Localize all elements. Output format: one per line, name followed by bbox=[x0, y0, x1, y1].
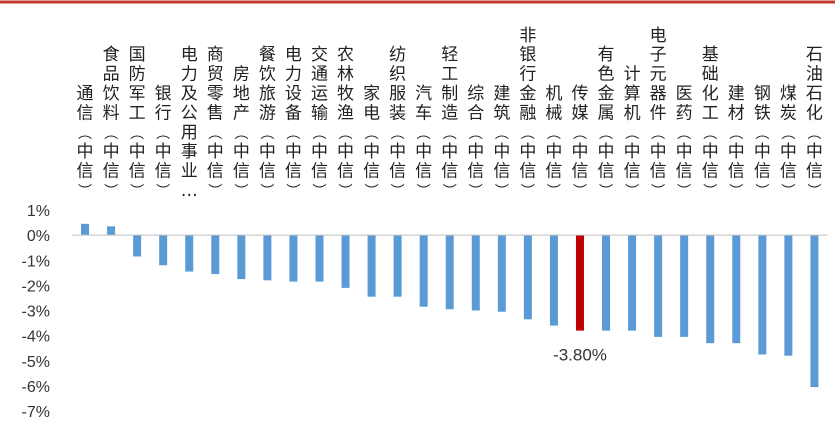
category-label: 有色金属︵中信︶ bbox=[598, 45, 615, 200]
bar bbox=[315, 235, 324, 282]
category-label: 计算机︵中信︶ bbox=[624, 65, 641, 200]
category-label: 建筑︵中信︶ bbox=[493, 84, 510, 200]
category-label: 建材︵中信︶ bbox=[728, 84, 745, 200]
category-label: 电子元器件︵中信︶ bbox=[650, 26, 667, 200]
y-tick-label: 0% bbox=[27, 228, 50, 245]
y-axis: 1% 0% -1% -2% -3% -4% -5% -6% -7% bbox=[22, 203, 50, 421]
category-label: 餐饮旅游︵中信︶ bbox=[259, 45, 276, 200]
bar bbox=[237, 235, 246, 280]
bar bbox=[680, 235, 689, 337]
bar bbox=[393, 235, 402, 297]
bar bbox=[810, 235, 819, 388]
bar bbox=[654, 235, 663, 337]
bars bbox=[81, 223, 819, 388]
bar bbox=[497, 235, 506, 312]
category-label: 纺织服装︵中信︶ bbox=[389, 45, 406, 200]
bar bbox=[602, 235, 611, 331]
y-tick-label: -6% bbox=[22, 379, 50, 396]
bar bbox=[81, 223, 90, 236]
y-tick-label: -7% bbox=[22, 404, 50, 421]
y-tick-label: -2% bbox=[22, 278, 50, 295]
bar bbox=[471, 235, 480, 311]
category-label: 电力及公用事业… bbox=[181, 45, 198, 201]
category-label: 汽车︵中信︶ bbox=[415, 84, 432, 200]
category-label: 轻工制造︵中信︶ bbox=[441, 45, 458, 200]
category-label: 银行︵中信︶ bbox=[155, 84, 172, 200]
category-label: 钢铁︵中信︶ bbox=[754, 84, 771, 200]
category-label: 农林牧渔︵中信︶ bbox=[337, 45, 354, 200]
bar bbox=[159, 235, 168, 266]
category-labels: 通信︵中信︶ 食品饮料︵中信︶ 国防军工︵中信︶ 银行︵中信︶ 电力及公用事业… 商贸零售… bbox=[77, 26, 823, 201]
bar bbox=[575, 235, 584, 331]
y-tick-label: -3% bbox=[22, 304, 50, 321]
category-label: 基础化工︵中信︶ bbox=[702, 45, 719, 200]
category-label: 电力设备︵中信︶ bbox=[285, 45, 302, 200]
category-label: 传媒︵中信︶ bbox=[571, 84, 588, 200]
bar bbox=[445, 235, 454, 310]
bar bbox=[706, 235, 715, 344]
bar bbox=[732, 235, 741, 344]
category-label: 非银行金融︵中信︶ bbox=[519, 26, 536, 200]
y-tick-label: -1% bbox=[22, 253, 50, 270]
bar bbox=[758, 235, 767, 355]
bar bbox=[263, 235, 272, 281]
category-label: 食品饮料︵中信︶ bbox=[103, 45, 120, 200]
y-tick-label: -5% bbox=[22, 354, 50, 371]
category-label: 综合︵中信︶ bbox=[467, 84, 484, 200]
bar bbox=[367, 235, 376, 297]
bar bbox=[211, 235, 220, 275]
y-tick-label: -4% bbox=[22, 329, 50, 346]
bar bbox=[289, 235, 298, 282]
bar bbox=[419, 235, 428, 307]
bar bbox=[341, 235, 350, 288]
category-label: 机械︵中信︶ bbox=[545, 84, 562, 200]
category-label: 交通运输︵中信︶ bbox=[311, 45, 328, 200]
category-label: 通信︵中信︶ bbox=[77, 84, 94, 200]
highlight-data-label: -3.80% bbox=[553, 346, 607, 365]
category-label: 家电︵中信︶ bbox=[363, 84, 380, 200]
bar bbox=[784, 235, 793, 356]
category-label: 煤炭︵中信︶ bbox=[780, 84, 797, 200]
category-label: 医药︵中信︶ bbox=[676, 84, 693, 200]
category-label: 房地产︵中信︶ bbox=[233, 65, 250, 200]
category-label: 石油石化︵中信︶ bbox=[806, 45, 823, 200]
bar bbox=[523, 235, 532, 320]
category-label: 商贸零售︵中信︶ bbox=[207, 45, 224, 200]
bar bbox=[107, 226, 116, 236]
bar bbox=[133, 235, 142, 257]
bar bbox=[628, 235, 637, 331]
bar bbox=[185, 235, 194, 272]
category-label: 国防军工︵中信︶ bbox=[129, 45, 146, 200]
bar bbox=[549, 235, 558, 326]
y-tick-label: 1% bbox=[27, 203, 50, 220]
